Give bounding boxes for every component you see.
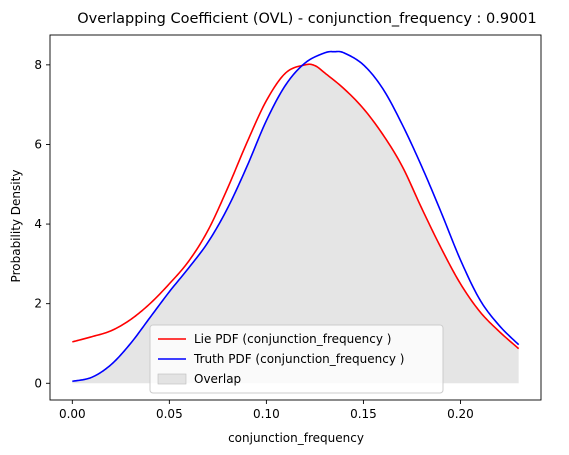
legend-entry-truth-label: Truth PDF (conjunction_frequency ) <box>193 352 404 366</box>
legend: Lie PDF (conjunction_frequency ) Truth PD… <box>150 325 443 393</box>
x-axis-label: conjunction_frequency <box>228 431 364 445</box>
x-tick-label: 0.15 <box>350 407 377 421</box>
x-tick-label: 0.05 <box>156 407 183 421</box>
y-tick-label: 4 <box>34 217 42 231</box>
x-tick-label: 0.00 <box>59 407 86 421</box>
x-tick-label: 0.10 <box>253 407 280 421</box>
y-tick-label: 0 <box>34 376 42 390</box>
legend-entry-lie-label: Lie PDF (conjunction_frequency ) <box>194 332 391 346</box>
y-tick-label: 6 <box>34 137 42 151</box>
y-tick-label: 8 <box>34 58 42 72</box>
chart-title: Overlapping Coefficient (OVL) - conjunct… <box>77 11 537 27</box>
y-tick-label: 2 <box>34 297 42 311</box>
legend-entry-overlap-swatch <box>158 374 186 384</box>
y-axis-label: Probability Density <box>9 170 23 283</box>
x-tick-label: 0.20 <box>447 407 474 421</box>
legend-entry-overlap-label: Overlap <box>194 372 241 386</box>
